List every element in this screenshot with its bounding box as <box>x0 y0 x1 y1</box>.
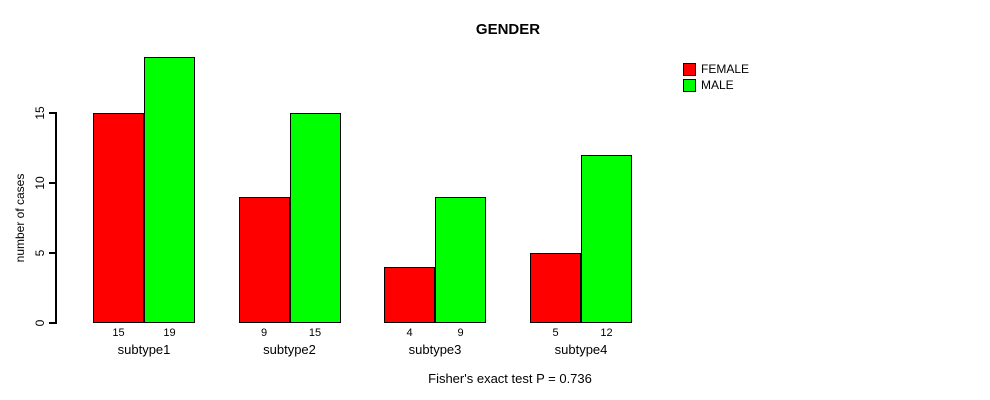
legend-swatch-icon <box>683 78 696 92</box>
category-label-subtype1: subtype1 <box>117 342 171 357</box>
y-tick-label: 15 <box>33 106 47 120</box>
legend-label: MALE <box>701 78 734 92</box>
bar-female-subtype3 <box>384 267 435 323</box>
bar-value-label: 12 <box>600 327 613 339</box>
bar-female-subtype1 <box>93 113 144 323</box>
bar-male-subtype4 <box>581 155 632 323</box>
bar-value-label: 15 <box>112 327 125 339</box>
bar-value-label: 9 <box>260 327 268 339</box>
legend: FEMALE MALE <box>683 61 749 93</box>
y-axis <box>55 112 57 324</box>
bar-value-label: 9 <box>457 327 464 339</box>
category-label-subtype4: subtype4 <box>554 342 608 357</box>
legend-label: FEMALE <box>701 62 750 76</box>
legend-entry-female: FEMALE <box>683 61 749 77</box>
chart-title: GENDER <box>475 21 541 38</box>
y-tick <box>49 252 57 254</box>
bar-female-subtype2 <box>238 197 290 323</box>
y-tick <box>49 322 57 324</box>
y-tick <box>49 182 57 184</box>
category-label-subtype2: subtype2 <box>263 342 316 357</box>
category-label-subtype3: subtype3 <box>408 342 462 357</box>
bar-male-subtype2 <box>289 113 341 323</box>
bar-value-label: 5 <box>552 327 559 339</box>
y-tick-label: 5 <box>33 249 47 257</box>
bar-male-subtype3 <box>435 197 486 323</box>
bar-value-label: 4 <box>406 327 413 339</box>
bar-male-subtype1 <box>144 57 195 323</box>
bar-female-subtype4 <box>530 253 581 323</box>
y-tick-label: 0 <box>33 319 47 327</box>
y-tick <box>49 112 57 114</box>
annotation-caption: Fisher's exact test P = 0.736 <box>428 371 592 386</box>
legend-entry-male: MALE <box>683 77 749 93</box>
y-axis-label: number of cases <box>13 173 27 263</box>
bar-value-label: 15 <box>308 327 322 339</box>
bar-value-label: 19 <box>163 327 176 339</box>
y-tick-label: 10 <box>33 176 47 190</box>
legend-swatch-icon <box>683 62 696 76</box>
